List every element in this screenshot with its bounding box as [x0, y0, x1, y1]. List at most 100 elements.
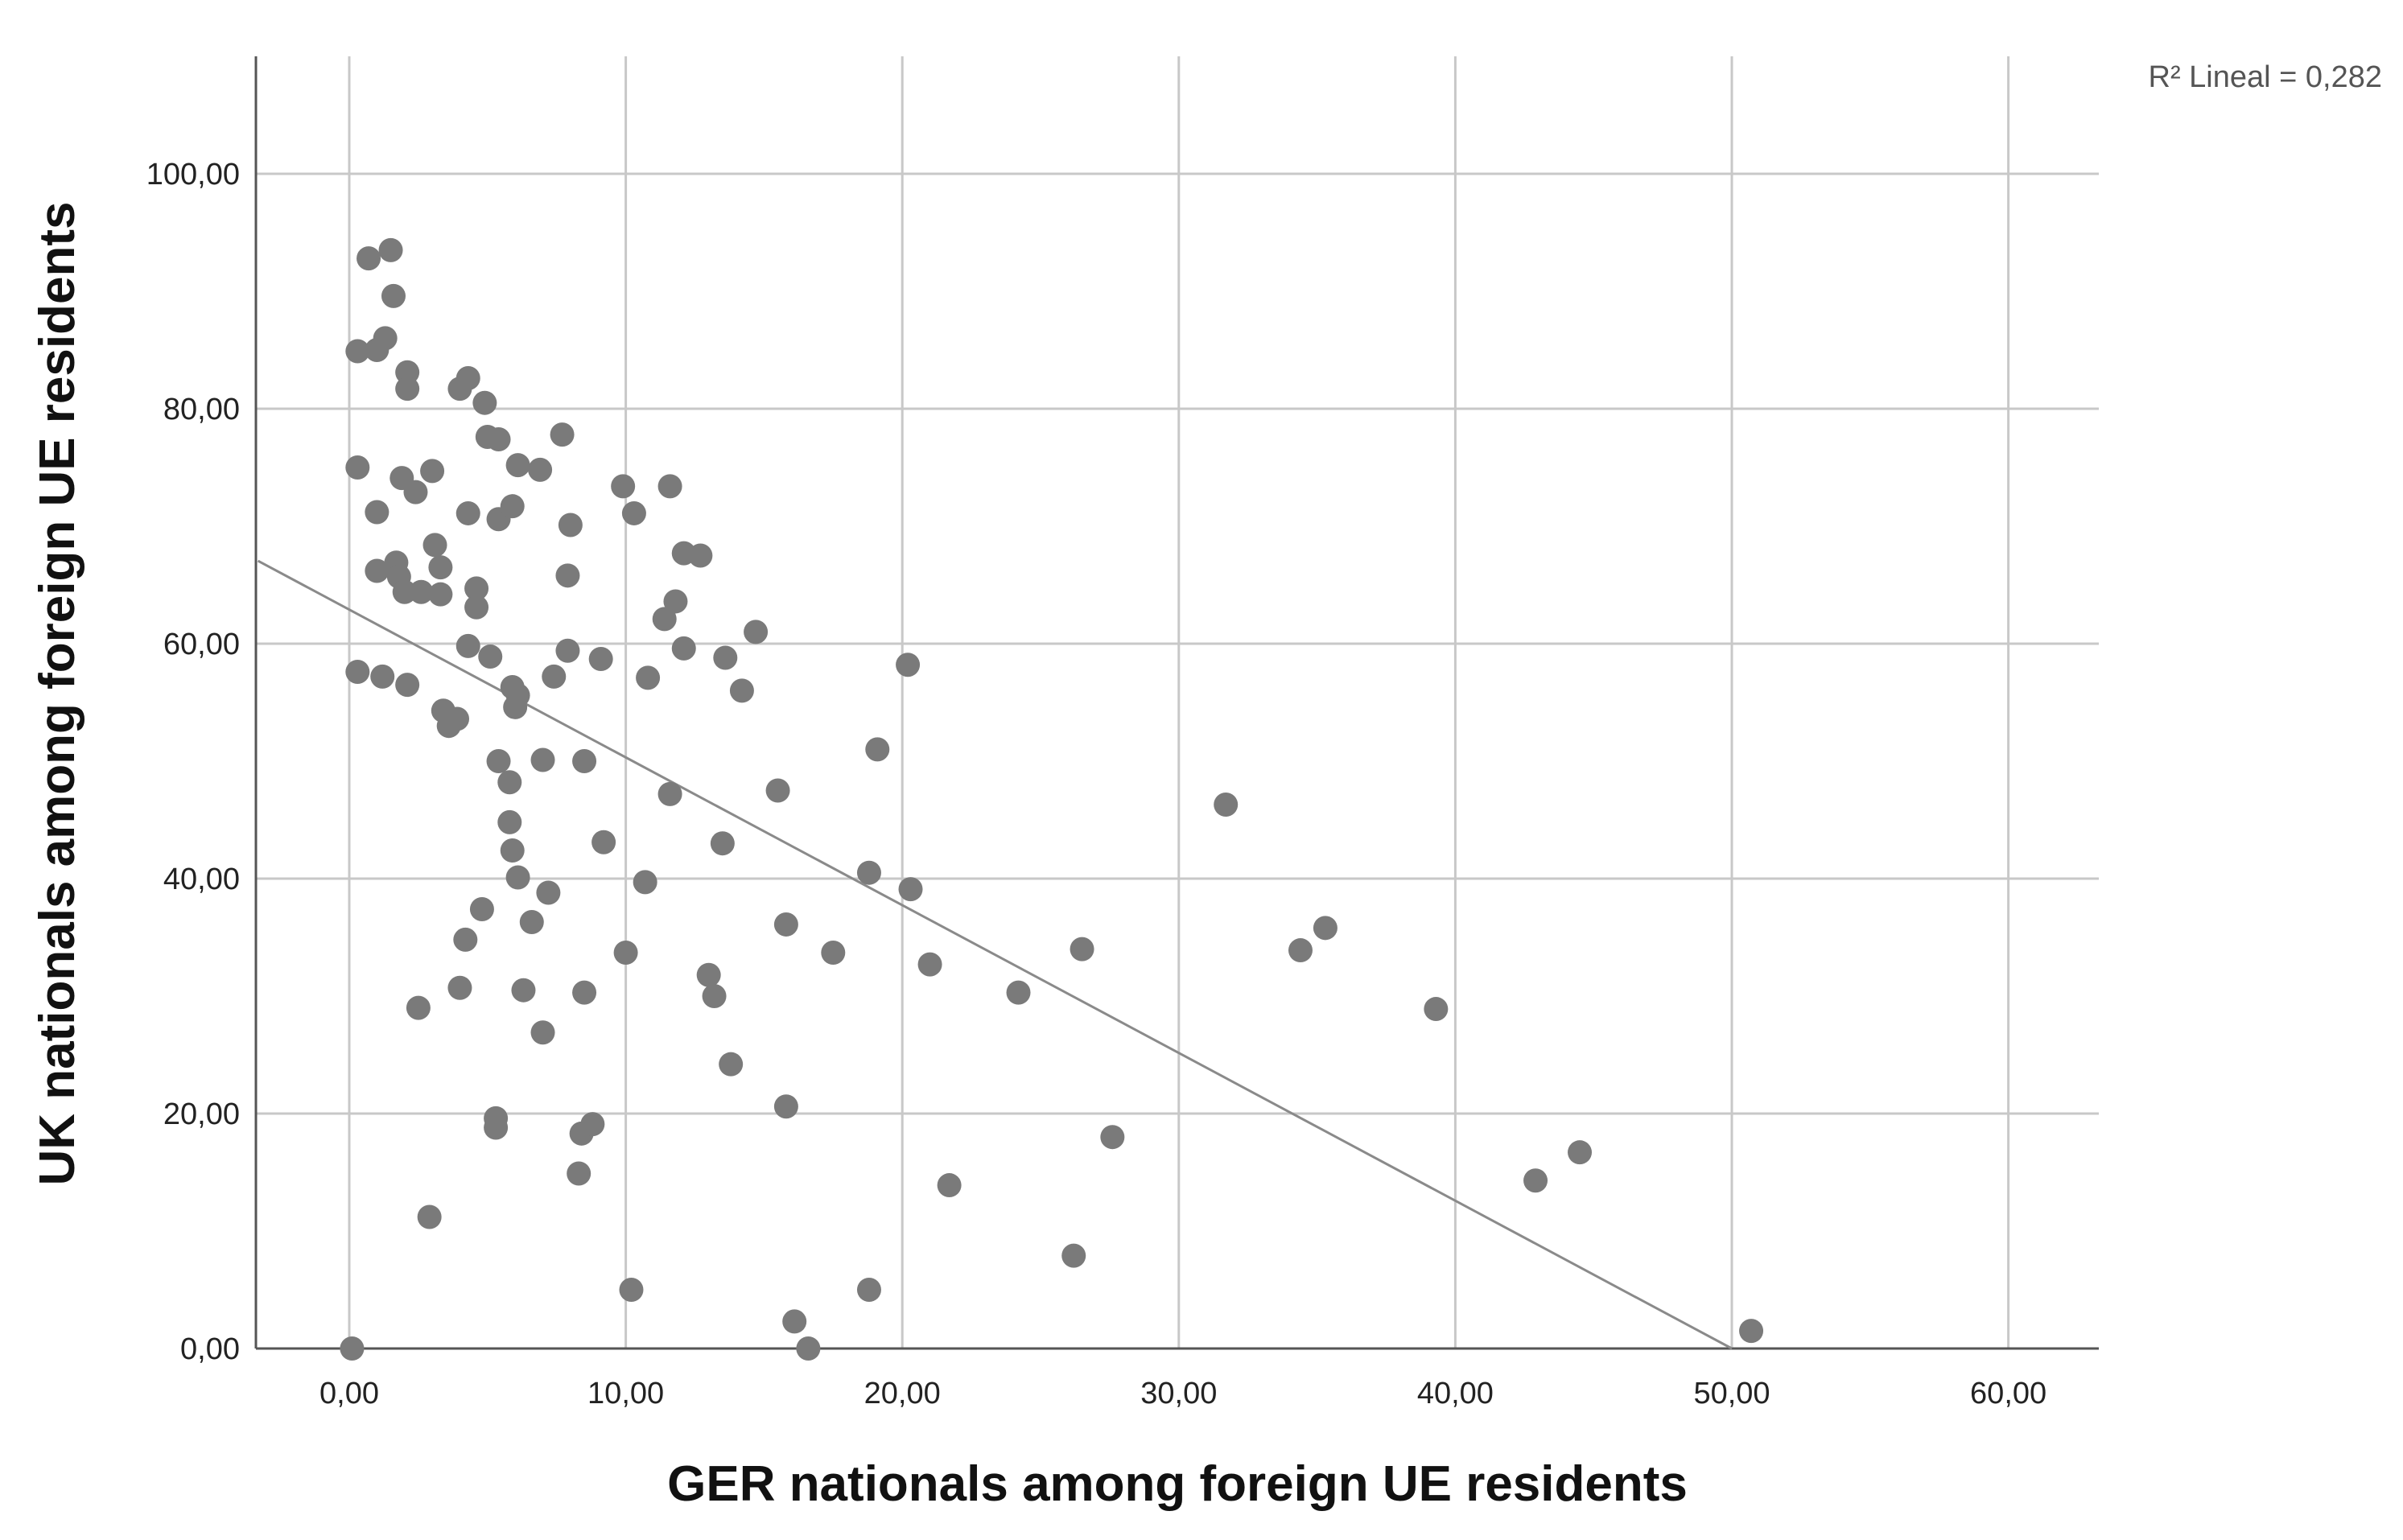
- data-point: [729, 678, 754, 703]
- data-point: [445, 706, 470, 731]
- data-point: [856, 1278, 881, 1302]
- data-point: [406, 995, 431, 1020]
- data-point: [572, 749, 597, 773]
- data-point: [536, 880, 561, 905]
- data-point: [392, 579, 417, 604]
- data-point: [455, 633, 480, 658]
- data-point: [530, 1020, 555, 1045]
- data-point: [652, 607, 677, 632]
- data-point: [856, 860, 881, 885]
- data-point: [357, 246, 381, 271]
- y-tick-label: 0,00: [180, 1332, 240, 1366]
- data-point: [713, 645, 738, 670]
- data-point: [796, 1336, 821, 1361]
- data-point: [472, 390, 497, 415]
- data-point: [528, 457, 553, 482]
- data-point: [657, 781, 682, 806]
- data-point: [591, 830, 616, 854]
- data-point: [519, 910, 544, 935]
- data-point: [340, 1336, 365, 1361]
- data-point: [657, 474, 682, 499]
- axes: [254, 56, 2099, 1350]
- x-tick-label: 20,00: [864, 1377, 941, 1410]
- data-point: [345, 339, 370, 364]
- y-axis-title: UK nationals among foreign UE residents: [30, 202, 85, 1186]
- data-point: [417, 1204, 442, 1229]
- data-point: [621, 500, 646, 525]
- data-point: [702, 984, 727, 1008]
- x-axis-title: GER nationals among foreign UE residents: [667, 1456, 1688, 1512]
- data-point: [773, 1094, 798, 1119]
- data-point: [365, 500, 390, 525]
- data-point: [1568, 1140, 1593, 1165]
- data-point: [365, 558, 390, 583]
- data-point: [500, 494, 525, 519]
- data-point: [765, 778, 790, 803]
- data-point: [773, 912, 798, 937]
- data-point: [478, 644, 503, 669]
- data-point: [1100, 1125, 1125, 1150]
- data-point: [550, 422, 575, 447]
- x-tick-label: 50,00: [1693, 1377, 1770, 1410]
- data-point: [530, 747, 555, 772]
- data-point: [1424, 997, 1449, 1022]
- data-point: [345, 455, 370, 480]
- y-tick-label: 100,00: [146, 158, 240, 191]
- data-point: [636, 665, 661, 690]
- data-point: [464, 595, 489, 620]
- data-point: [917, 952, 942, 977]
- data-point: [633, 870, 657, 895]
- data-point: [486, 426, 511, 451]
- data-point: [428, 555, 453, 580]
- data-point: [710, 831, 735, 856]
- data-point: [447, 975, 472, 1000]
- data-point: [511, 978, 536, 1003]
- x-tick-labels: 0,00 10,00 20,00 30,00 40,00 50,00 60,00: [319, 1377, 2046, 1410]
- data-point: [1214, 793, 1239, 817]
- data-point: [409, 579, 434, 604]
- data-point: [505, 865, 530, 890]
- data-point: [428, 582, 453, 607]
- data-point: [403, 480, 428, 504]
- x-tick-label: 40,00: [1417, 1377, 1494, 1410]
- y-tick-label: 80,00: [163, 393, 240, 426]
- data-point: [455, 366, 480, 391]
- data-point: [613, 940, 638, 965]
- data-point: [555, 638, 580, 663]
- data-point: [345, 660, 370, 685]
- data-point: [469, 896, 494, 921]
- data-point: [422, 533, 447, 558]
- x-tick-label: 10,00: [587, 1377, 664, 1410]
- data-points: [340, 237, 1764, 1361]
- data-point: [744, 620, 769, 644]
- data-point: [619, 1278, 644, 1302]
- y-tick-label: 20,00: [163, 1097, 240, 1131]
- data-point: [453, 927, 478, 952]
- data-point: [381, 283, 406, 308]
- data-point: [455, 500, 480, 525]
- data-point: [896, 653, 921, 677]
- x-tick-label: 60,00: [1970, 1377, 2046, 1410]
- data-point: [1006, 980, 1031, 1005]
- data-point: [821, 940, 846, 965]
- data-point: [503, 694, 528, 719]
- data-point: [1739, 1319, 1764, 1344]
- data-point: [1070, 937, 1094, 961]
- data-point: [464, 576, 489, 601]
- x-tick-label: 0,00: [319, 1377, 379, 1410]
- data-point: [370, 664, 395, 689]
- data-point: [611, 474, 636, 499]
- data-point: [500, 838, 525, 863]
- data-point: [484, 1115, 509, 1140]
- vertical-gridlines: [348, 56, 2010, 1349]
- data-point: [378, 237, 403, 262]
- data-point: [420, 459, 445, 484]
- data-point: [558, 513, 583, 537]
- data-point: [555, 563, 580, 588]
- data-point: [1313, 916, 1338, 941]
- data-point: [572, 980, 597, 1005]
- data-point: [688, 543, 713, 568]
- x-tick-label: 30,00: [1140, 1377, 1217, 1410]
